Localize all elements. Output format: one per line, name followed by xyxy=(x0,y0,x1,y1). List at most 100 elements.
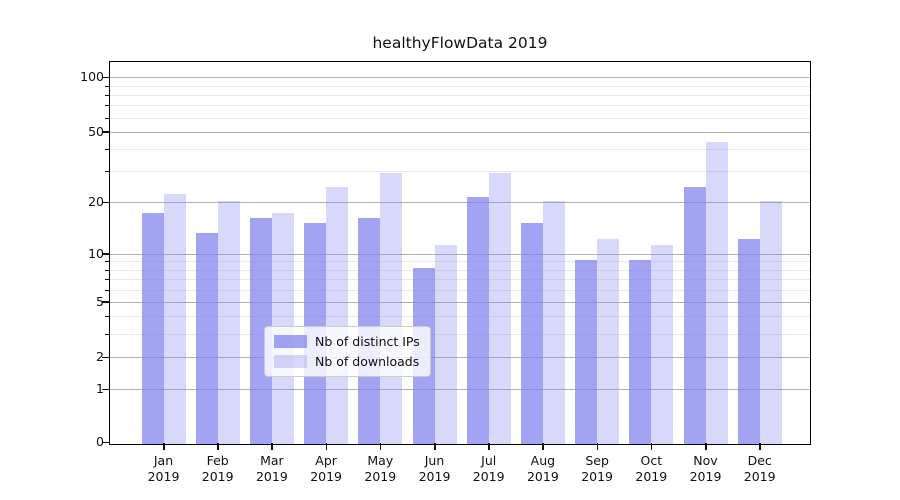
year-label: 2019 xyxy=(147,469,180,484)
y-axis-minor-tick xyxy=(105,105,109,107)
minor-gridline xyxy=(110,171,810,173)
year-label: 2019 xyxy=(255,469,288,484)
month-label: Apr xyxy=(315,453,337,468)
legend-label-downloads: Nb of downloads xyxy=(315,354,420,369)
y-axis-tick-label: 20 xyxy=(88,194,104,210)
y-axis-tick xyxy=(101,441,109,443)
x-axis-tick xyxy=(434,443,436,450)
bar-distinct-ips xyxy=(629,259,652,444)
x-axis-tick-label: Jun 2019 xyxy=(407,453,463,485)
bar-downloads xyxy=(705,142,728,444)
bar-downloads xyxy=(759,200,782,444)
x-axis-tick-label: Sep 2019 xyxy=(569,453,625,485)
y-axis-minor-tick xyxy=(105,95,109,96)
legend-swatch-downloads xyxy=(274,355,307,368)
major-gridline xyxy=(110,202,810,204)
x-axis-tick xyxy=(759,443,761,450)
month-label: Mar xyxy=(260,453,284,468)
year-label: 2019 xyxy=(201,469,234,484)
bar-distinct-ips xyxy=(520,222,543,444)
month-label: Jan xyxy=(153,453,174,468)
y-axis-tick-label: 50 xyxy=(88,123,104,139)
minor-gridline xyxy=(110,95,810,96)
y-axis-tick-label: 0 xyxy=(96,434,104,449)
x-axis-tick xyxy=(596,443,599,450)
y-axis-minor-tick xyxy=(105,279,109,280)
month-label: Feb xyxy=(206,453,229,468)
bar-downloads xyxy=(217,200,240,444)
x-axis-tick-label: Aug 2019 xyxy=(515,453,571,485)
bar-distinct-ips xyxy=(141,213,164,444)
legend: Nb of distinct IPs Nb of downloads xyxy=(264,326,431,377)
y-axis-tick-label: 100 xyxy=(80,69,104,85)
bar-downloads xyxy=(380,172,403,444)
x-axis-tick-label: May 2019 xyxy=(352,453,408,485)
bar-downloads xyxy=(488,172,511,444)
year-label: 2019 xyxy=(743,469,776,484)
x-axis-tick xyxy=(705,443,707,450)
y-axis-tick-label: 5 xyxy=(96,293,104,309)
legend-item-distinct-ips: Nb of distinct IPs xyxy=(274,334,420,349)
y-axis-tick xyxy=(101,301,109,303)
y-axis-tick xyxy=(101,131,109,133)
month-label: Aug xyxy=(530,453,556,468)
legend-item-downloads: Nb of downloads xyxy=(274,354,420,369)
major-gridline xyxy=(110,357,810,358)
x-axis-tick xyxy=(325,443,328,450)
bar-downloads xyxy=(434,245,457,444)
month-label: Nov xyxy=(693,453,718,468)
year-label: 2019 xyxy=(635,469,668,484)
x-axis-tick xyxy=(217,443,219,450)
month-label: Jul xyxy=(481,453,497,468)
bar-distinct-ips xyxy=(249,217,272,444)
minor-gridline xyxy=(110,279,810,280)
bar-distinct-ips xyxy=(683,187,706,444)
x-axis-tick-label: Mar 2019 xyxy=(244,453,300,485)
x-axis-tick-label: Nov 2019 xyxy=(678,453,734,485)
y-axis-minor-tick xyxy=(105,261,109,263)
year-label: 2019 xyxy=(526,469,559,484)
month-label: Sep xyxy=(585,453,609,468)
x-axis-tick-label: Feb 2019 xyxy=(190,453,246,485)
y-axis-minor-tick xyxy=(105,149,109,151)
bar-downloads xyxy=(597,239,620,444)
y-axis-minor-tick xyxy=(105,117,109,119)
bar-distinct-ips xyxy=(737,239,760,444)
y-axis-minor-tick xyxy=(105,171,109,173)
y-axis-minor-tick xyxy=(105,289,109,291)
bar-distinct-ips xyxy=(575,259,598,444)
year-label: 2019 xyxy=(364,469,397,484)
year-label: 2019 xyxy=(689,469,722,484)
bar-distinct-ips xyxy=(195,233,218,444)
month-label: Dec xyxy=(747,453,772,468)
minor-gridline xyxy=(110,289,810,291)
minor-gridline xyxy=(110,117,810,119)
bar-downloads xyxy=(326,187,349,444)
month-label: Jun xyxy=(424,453,445,468)
bar-distinct-ips xyxy=(466,197,489,444)
x-axis-tick-label: Jan 2019 xyxy=(136,453,192,485)
minor-gridline xyxy=(110,261,810,263)
major-gridline xyxy=(110,77,810,79)
x-axis-tick xyxy=(379,443,382,450)
minor-gridline xyxy=(110,269,810,271)
bar-downloads xyxy=(651,245,674,444)
year-label: 2019 xyxy=(581,469,613,484)
x-axis-tick-label: Jul 2019 xyxy=(461,453,517,485)
y-axis-minor-tick xyxy=(105,316,109,318)
minor-gridline xyxy=(110,85,810,87)
minor-gridline xyxy=(110,105,810,107)
bar-downloads xyxy=(542,200,565,444)
y-axis-tick-label: 10 xyxy=(88,245,104,261)
major-gridline xyxy=(110,301,810,303)
x-axis-tick-label: Oct 2019 xyxy=(623,453,679,485)
plot-area: 100 50 20 10 5 2 1 0 Jan 2019 Feb 2019 Mar 2019 Apr 201… xyxy=(80,61,811,484)
y-axis-tick xyxy=(101,388,109,391)
chart-title: healthyFlowData 2019 xyxy=(372,34,548,52)
x-axis-tick xyxy=(488,443,490,450)
minor-gridline xyxy=(110,149,810,151)
minor-gridline xyxy=(110,334,810,336)
major-gridline xyxy=(110,131,810,133)
x-axis-tick xyxy=(650,443,653,450)
